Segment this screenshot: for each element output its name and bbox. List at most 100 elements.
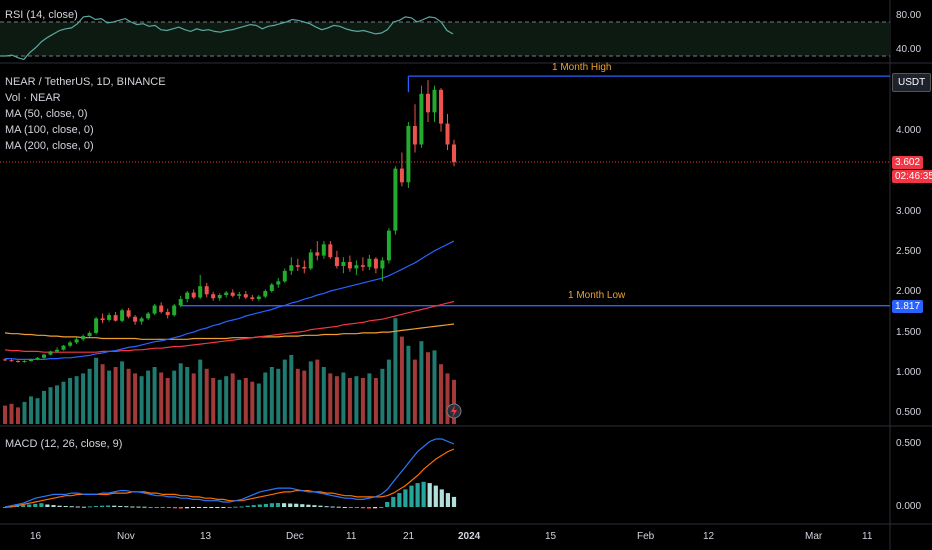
macd-hist-bar [342, 507, 347, 508]
candle [347, 262, 352, 269]
volume-bar [152, 367, 157, 424]
candle [419, 93, 424, 145]
volume-bar [354, 376, 359, 424]
macd-hist-bar [300, 504, 305, 507]
candle [224, 292, 229, 295]
candle [237, 294, 242, 296]
macd-hist-bar [245, 505, 250, 507]
candle [276, 281, 281, 285]
volume-bar [146, 370, 151, 424]
volume-bar [178, 363, 183, 424]
candle [445, 123, 450, 145]
candle [198, 286, 203, 298]
price-tick-2500: 2.500 [896, 246, 922, 257]
rsi-tick-80: 80.00 [896, 10, 922, 21]
candle [439, 89, 443, 124]
volume-bar [289, 355, 294, 424]
symbol-title[interactable]: NEAR / TetherUS, 1D, BINANCE [5, 76, 166, 88]
candle [126, 310, 131, 317]
candle [354, 265, 359, 269]
macd-hist-bar [397, 493, 402, 507]
candle [256, 296, 261, 299]
volume-bar [243, 378, 248, 424]
candle [133, 316, 138, 322]
volume-bar [256, 383, 261, 424]
volume-bar [302, 370, 307, 424]
macd-hist-bar [379, 507, 384, 508]
volume-bar [230, 373, 235, 424]
ma50-legend[interactable]: MA (50, close, 0) [5, 108, 88, 120]
volume-bar [55, 385, 59, 424]
macd-hist-bar [318, 505, 323, 507]
volume-bar [22, 401, 27, 424]
month-high-label: 1 Month High [552, 62, 612, 73]
macd-hist-bar [100, 505, 105, 507]
candle [113, 315, 118, 321]
candle [406, 126, 411, 183]
macd-hist-bar [130, 506, 135, 508]
volume-bar [412, 359, 417, 424]
ma100-legend[interactable]: MA (100, close, 0) [5, 124, 94, 136]
volume-bar [159, 372, 164, 424]
candle [139, 318, 144, 322]
volume-bar [42, 390, 46, 424]
macd-hist-bar [336, 506, 341, 508]
candle [263, 291, 268, 297]
candle [22, 361, 27, 362]
volume-bar [185, 367, 190, 424]
volume-bar [360, 378, 365, 424]
volume-bar [341, 372, 346, 424]
macd-title[interactable]: MACD (12, 26, close, 9) [5, 438, 123, 450]
month-low-label: 1 Month Low [568, 290, 626, 301]
candle [217, 295, 222, 299]
volume-bar [81, 373, 86, 424]
candle [94, 318, 99, 333]
volume-bar [29, 396, 33, 424]
volume-bar [367, 373, 372, 424]
volume-bar [113, 367, 118, 424]
macd-hist-bar [197, 507, 202, 508]
macd-hist-bar [21, 505, 26, 507]
volume-bar [198, 359, 203, 424]
volume-bar [452, 379, 456, 424]
candle [152, 305, 157, 314]
volume-bar [165, 378, 170, 424]
macd-hist-bar [51, 505, 56, 507]
price-tick-1000: 1.000 [896, 367, 922, 378]
candle [185, 292, 190, 299]
macd-tick-0000: 0.000 [896, 501, 922, 512]
volume-bar [347, 378, 352, 424]
macd-hist-bar [33, 503, 38, 507]
macd-hist-bar [57, 505, 62, 507]
macd-hist-bar [433, 485, 438, 507]
price-tick-2000: 2.000 [896, 286, 922, 297]
time-label: 21 [403, 531, 415, 542]
volume-bar [269, 367, 274, 424]
rsi-title[interactable]: RSI (14, close) [5, 9, 78, 21]
volume-bar [35, 398, 40, 424]
currency-badge[interactable]: USDT [892, 73, 932, 92]
candle [321, 244, 326, 256]
current-price-badge: 3.602 [892, 156, 924, 169]
candle [55, 349, 59, 352]
candle [29, 359, 33, 361]
volume-bar [439, 364, 443, 424]
volume-bar [419, 341, 424, 424]
volume-legend[interactable]: Vol · NEAR [5, 92, 61, 104]
volume-bar [315, 359, 320, 424]
volume-bar [9, 403, 14, 424]
macd-hist-bar [269, 503, 274, 507]
volume-bar [133, 373, 138, 424]
macd-hist-bar [227, 507, 232, 508]
macd-hist-bar [27, 504, 32, 507]
candle [432, 89, 437, 113]
volume-bar [3, 405, 7, 424]
ma200-legend[interactable]: MA (200, close, 0) [5, 140, 94, 152]
macd-hist-bar [172, 507, 177, 509]
volume-bar [406, 345, 411, 424]
volume-bar [217, 379, 222, 424]
candle [35, 357, 40, 360]
macd-hist-bar [360, 507, 366, 509]
